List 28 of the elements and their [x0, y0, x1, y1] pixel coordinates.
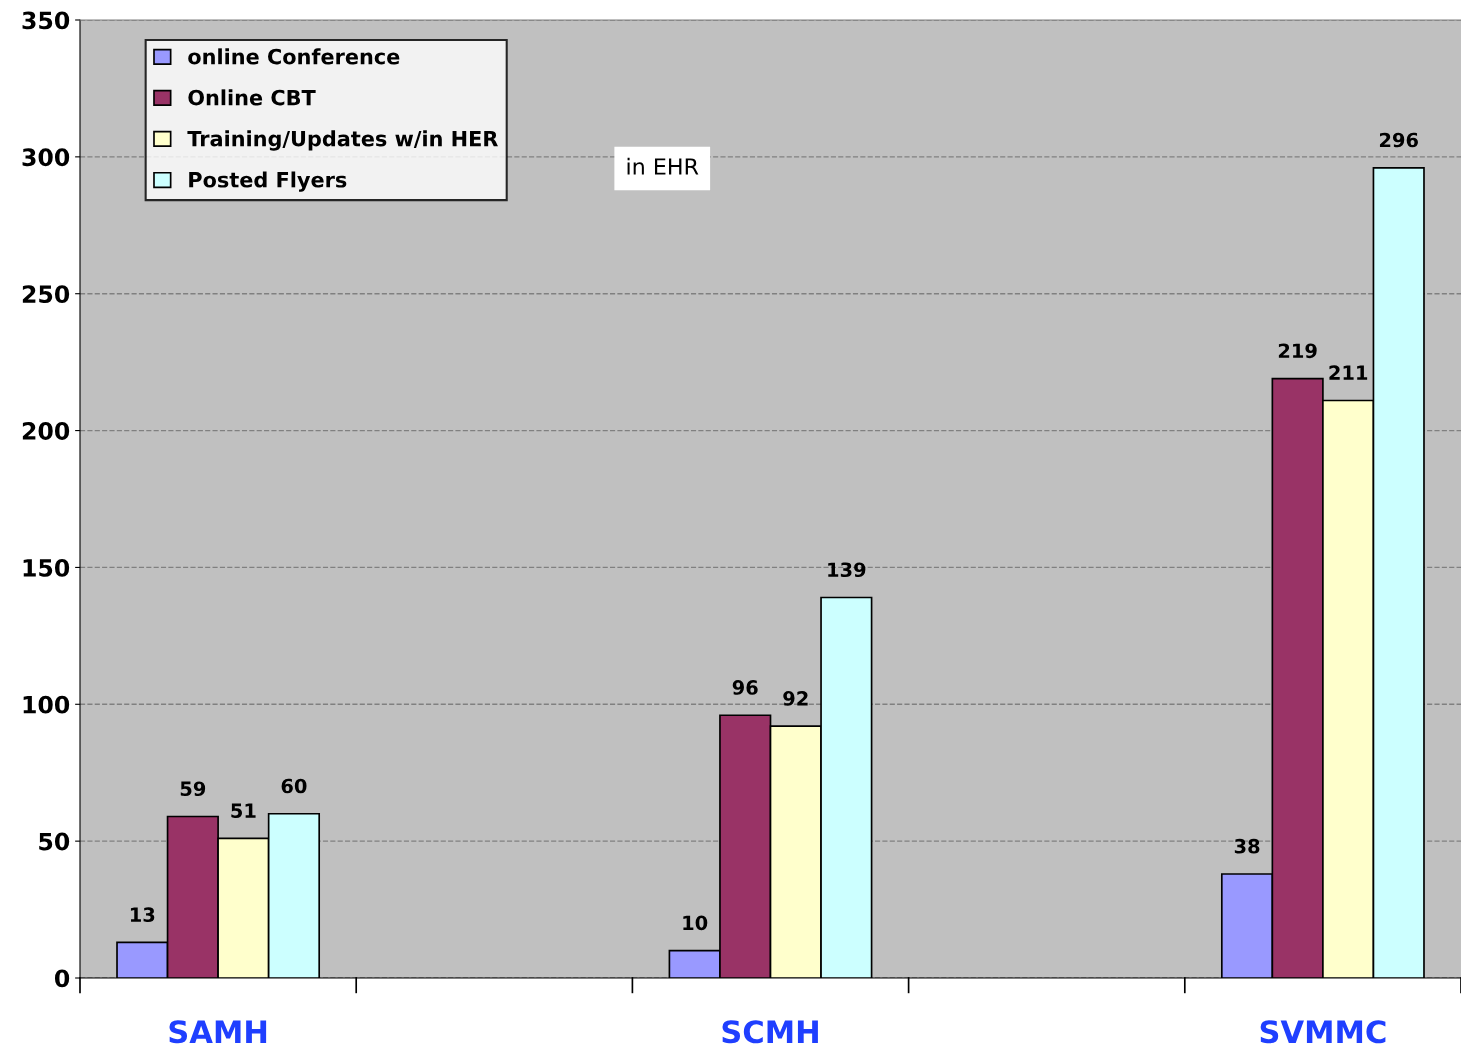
data-label: 219 — [1278, 343, 1317, 359]
y-tick-label: 150 — [23, 558, 70, 577]
data-label: 10 — [683, 915, 708, 931]
data-label: 296 — [1379, 132, 1418, 148]
data-label: 13 — [130, 907, 155, 922]
annotation: in EHR — [627, 157, 699, 175]
data-label: 211 — [1329, 365, 1368, 380]
data-label: 92 — [783, 691, 808, 706]
y-tick-label: 250 — [22, 285, 70, 304]
data-label: 60 — [281, 778, 307, 794]
legend-label: Online CBT — [188, 89, 316, 106]
data-label: 96 — [732, 680, 758, 695]
x-tick-label: SVMMC — [1260, 1020, 1386, 1044]
y-tick-label: 300 — [22, 148, 70, 167]
legend-label: Posted Flyers — [189, 171, 347, 192]
data-label: 38 — [1234, 838, 1260, 854]
x-tick-label: SCMH — [722, 1020, 818, 1044]
x-tick-label: SAMH — [169, 1020, 267, 1044]
y-tick-label: 50 — [39, 832, 70, 851]
y-tick-label: 350 — [22, 11, 70, 30]
y-tick-label: 200 — [22, 422, 70, 440]
data-label: 59 — [180, 781, 206, 797]
data-label: 51 — [231, 803, 256, 818]
legend-label: online Conference — [188, 48, 400, 65]
y-tick-label: 0 — [54, 969, 70, 988]
y-tick-label: 100 — [23, 695, 70, 714]
data-label: 139 — [828, 562, 866, 578]
legend-label: Training/Updates w/in HER — [187, 130, 498, 151]
